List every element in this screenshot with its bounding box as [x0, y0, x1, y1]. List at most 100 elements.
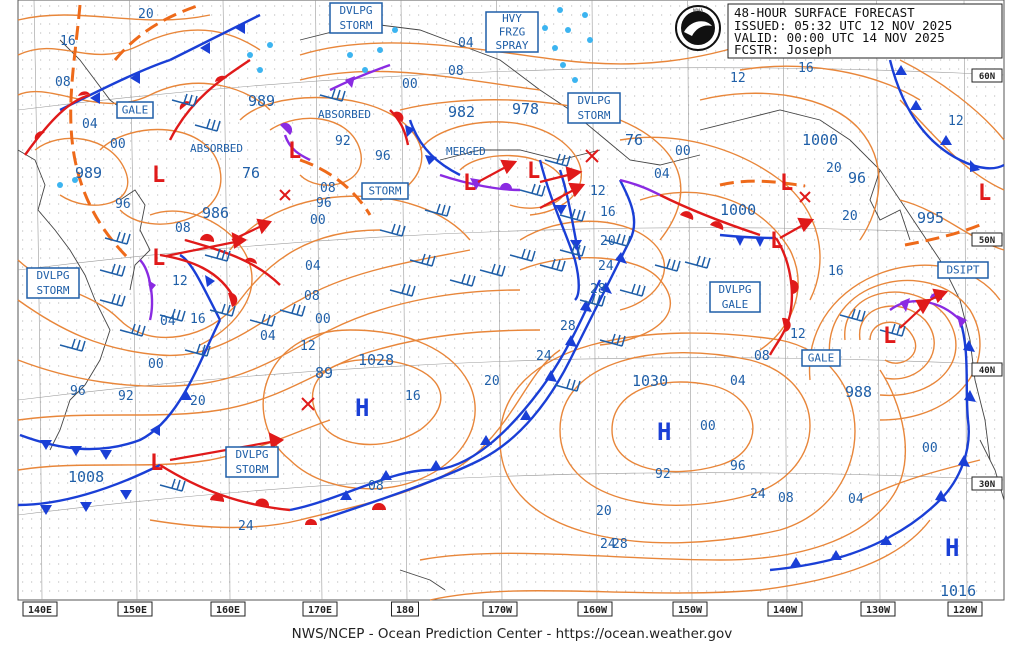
pressure-978: 978 — [512, 100, 539, 118]
latitude-label: 30N — [979, 480, 995, 490]
warning-box-dvlpg-storm-w: DVLPG STORM — [26, 267, 80, 299]
high-center-3: H — [945, 534, 959, 562]
isobar-label: 08 — [320, 181, 336, 196]
svg-text:GALE: GALE — [122, 104, 149, 117]
header-box: 48-HOUR SURFACE FORECAST ISSUED: 05:32 U… — [727, 3, 1003, 59]
longitude-label: 170W — [488, 605, 513, 616]
meridian-line — [782, 0, 788, 601]
isobar-label: 00 — [110, 137, 126, 152]
isobar-label: 92 — [655, 467, 671, 482]
isobar-label: 04 — [82, 117, 98, 132]
parallel-line — [17, 227, 1005, 271]
isobar-label: 20 — [596, 504, 612, 519]
low-center-10: L — [978, 181, 991, 206]
note-absorbed-2: ABSORBED — [318, 108, 371, 121]
meridian-line — [876, 0, 881, 601]
warning-box-dvlpg-storm-sw: DVLPG STORM — [225, 446, 279, 478]
longitude-label: 170E — [308, 605, 332, 616]
high-center-2: H — [657, 418, 671, 446]
isobar-label: 04 — [260, 329, 276, 344]
warning-box-storm: STORM — [361, 182, 409, 200]
isobar-label: 00 — [700, 419, 716, 434]
isobar-label: 08 — [368, 479, 384, 494]
isobar-label: 16 — [798, 61, 814, 76]
pressure-centers: L L L L L L L L L L H H H — [150, 139, 991, 562]
isobar-label: 00 — [148, 357, 164, 372]
isobar-label: 08 — [55, 75, 71, 90]
svg-text:DVLPG: DVLPG — [718, 283, 751, 296]
warning-box-gale-e: GALE — [801, 349, 841, 367]
isobar-label: 24 — [598, 259, 614, 274]
isobar-label: 08 — [175, 221, 191, 236]
warning-box-dvlpg-storm-gulf: DVLPG STORM — [567, 92, 621, 124]
isobar-label: 08 — [448, 64, 464, 79]
isobar-label: 04 — [160, 314, 176, 329]
svg-text:DVLPG: DVLPG — [577, 94, 610, 107]
isobar-label: 28 — [612, 537, 628, 552]
isobar-label: 96 — [375, 149, 391, 164]
pressure-1028: 1028 — [358, 351, 394, 369]
low-center-2: L — [152, 246, 165, 271]
isobar-label: 04 — [730, 374, 746, 389]
isobars — [17, 14, 1005, 601]
pressure-986: 986 — [202, 204, 229, 222]
annotations: ABSORBED ABSORBED MERGED — [190, 108, 486, 158]
pressure-1008: 1008 — [68, 468, 104, 486]
isobar-label: 96 — [730, 459, 746, 474]
svg-text:DSIPT: DSIPT — [946, 264, 979, 277]
svg-text:FRZG: FRZG — [499, 26, 526, 39]
isobar-label: 16 — [190, 312, 206, 327]
isobar-label: 16 — [600, 205, 616, 220]
low-center-9: L — [883, 324, 896, 349]
isobar-label: 24 — [750, 487, 766, 502]
high-center-1: H — [355, 394, 369, 422]
isobar-label: 12 — [730, 71, 746, 86]
pressure-1030: 1030 — [632, 372, 668, 390]
troughs — [69, 3, 981, 262]
pressure-89: 89 — [315, 364, 333, 382]
isobar-label: 08 — [778, 491, 794, 506]
header-valid: VALID: 00:00 UTC 14 NOV 2025 — [734, 30, 945, 45]
svg-text:NOAA: NOAA — [693, 8, 703, 13]
pressure-1016: 1016 — [940, 582, 976, 600]
longitude-label: 180 — [396, 605, 414, 616]
svg-text:STORM: STORM — [368, 185, 401, 198]
front-symbols — [34, 22, 980, 567]
longitude-label: 140W — [773, 605, 798, 616]
latitude-labels: 60N 50N 40N 30N — [971, 68, 1003, 491]
footer-credit: NWS/NCEP - Ocean Prediction Center - htt… — [292, 626, 733, 642]
svg-text:STORM: STORM — [339, 19, 372, 32]
isobar-label: 04 — [654, 167, 670, 182]
pressure-1000a: 1000 — [802, 131, 838, 149]
longitude-label: 160E — [216, 605, 240, 616]
isobar-label: 04 — [458, 36, 474, 51]
longitude-label: 150E — [123, 605, 147, 616]
fronts — [17, 13, 1005, 572]
isobar-label: 00 — [402, 77, 418, 92]
map-frame — [17, 0, 1005, 601]
isobar-label: 24 — [536, 349, 552, 364]
isobar-label: 28 — [560, 319, 576, 334]
isobar-label: 24 — [238, 519, 254, 534]
pressure-76b: 76 — [625, 131, 643, 149]
isobar-label: 16 — [405, 389, 421, 404]
isobar-label: 08 — [754, 349, 770, 364]
isobar-label: 12 — [790, 327, 806, 342]
warning-box-dvlpg-gale: DVLPG GALE — [709, 281, 761, 313]
isobar-label: 12 — [300, 339, 316, 354]
isobar-label: 12 — [172, 274, 188, 289]
header-issued: ISSUED: 05:32 UTC 12 NOV 2025 — [734, 18, 952, 33]
isobar-label: 12 — [590, 184, 606, 199]
low-center-3: L — [150, 451, 163, 476]
warning-box-dvlpg-storm-nw: DVLPG STORM — [329, 2, 383, 34]
noaa-logo: NOAA — [675, 5, 721, 51]
parallel-line — [17, 472, 1005, 516]
isobar-label: 16 — [60, 34, 76, 49]
isobar-label: 20 — [826, 161, 842, 176]
parallel-line — [17, 67, 1005, 111]
isobar-label: 12 — [948, 114, 964, 129]
low-center-7: L — [770, 229, 783, 254]
